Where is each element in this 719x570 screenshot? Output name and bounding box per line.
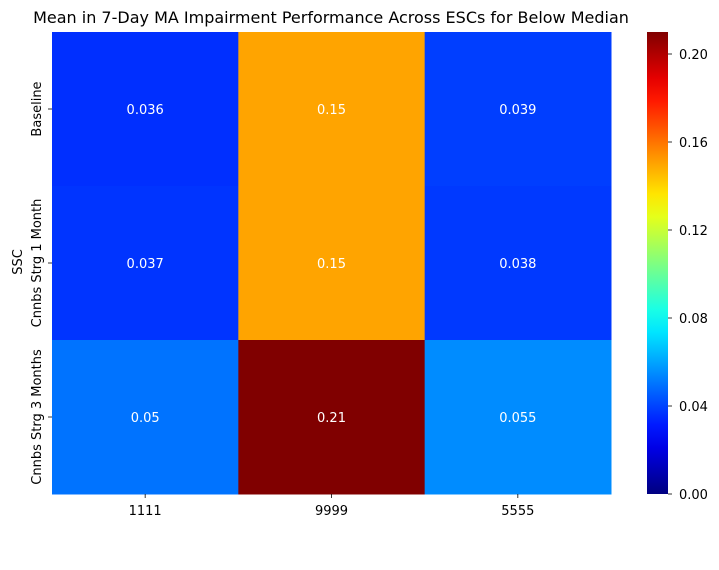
x-tick-label: 5555 [501, 504, 534, 519]
cell-annotation: 0.037 [127, 257, 164, 272]
cell-annotation: 0.055 [499, 411, 536, 426]
colorbar-tick-label: 0.20 [679, 48, 708, 63]
y-tick-label: Cnnbs Strg 1 Month [30, 199, 45, 328]
colorbar-gradient [647, 32, 668, 494]
heatmap-cell [424, 340, 612, 495]
heatmap-cell [424, 32, 612, 187]
cell-annotation: 0.15 [317, 257, 346, 272]
heatmap-cell [52, 32, 239, 187]
heatmap-cell [52, 340, 239, 495]
cell-annotation: 0.05 [131, 411, 160, 426]
heatmap-cell [424, 186, 612, 341]
x-axis: 1111 9999 5555 [129, 494, 534, 519]
cell-annotation: 0.036 [127, 103, 164, 118]
colorbar-ticks: 0.00 0.04 0.08 0.12 0.16 0.20 [668, 48, 708, 503]
y-tick-label: Baseline [30, 81, 45, 136]
heatmap-cell [238, 186, 426, 341]
colorbar: 0.00 0.04 0.08 0.12 0.16 0.20 [647, 32, 708, 503]
colorbar-tick-label: 0.08 [679, 312, 708, 327]
chart-title: Mean in 7-Day MA Impairment Performance … [33, 8, 629, 27]
heatmap-annotations: 0.036 0.15 0.039 0.037 0.15 0.038 0.05 0.21 0.05… [127, 103, 537, 426]
heatmap-cell [52, 186, 239, 341]
cell-annotation: 0.15 [317, 103, 346, 118]
x-tick-label: 1111 [129, 504, 162, 519]
y-tick-label: Cnnbs Strg 3 Months [30, 349, 45, 485]
cell-annotation: 0.21 [317, 411, 346, 426]
heatmap-cells [52, 32, 612, 495]
colorbar-tick-label: 0.00 [679, 488, 708, 503]
y-axis: Baseline Cnnbs Strg 1 Month Cnnbs Strg 3 M… [30, 81, 52, 485]
cell-annotation: 0.038 [499, 257, 536, 272]
heatmap-cell [238, 32, 426, 187]
heatmap-cell [238, 340, 426, 495]
colorbar-tick-label: 0.04 [679, 400, 708, 415]
x-tick-label: 9999 [315, 504, 348, 519]
colorbar-tick-label: 0.16 [679, 136, 708, 151]
cell-annotation: 0.039 [499, 103, 536, 118]
colorbar-tick-label: 0.12 [679, 224, 708, 239]
y-axis-label: SSC [11, 249, 26, 275]
